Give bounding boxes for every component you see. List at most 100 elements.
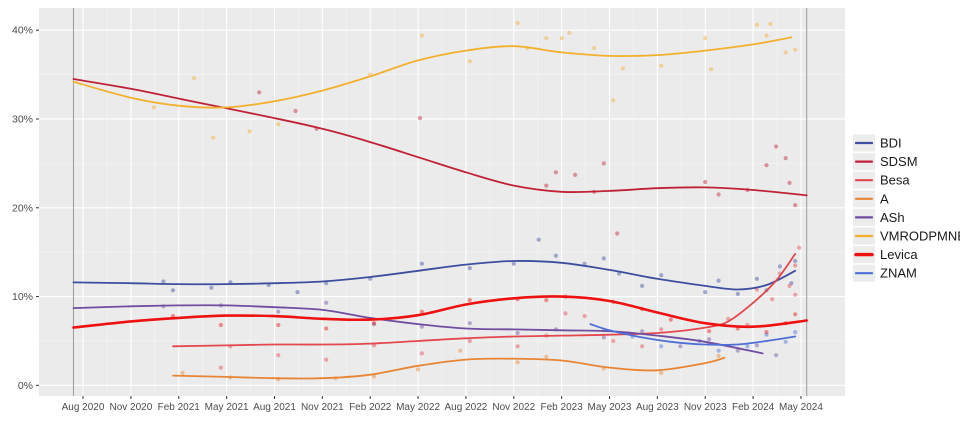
poll-point-A: [544, 354, 549, 359]
poll-point-SDSM: [544, 183, 549, 188]
poll-point-ASh: [601, 335, 606, 340]
poll-point-BDI: [789, 281, 794, 286]
poll-point-VMRODPMNE: [659, 63, 664, 68]
poll-point-ASh: [467, 321, 472, 326]
poll-point-Besa: [787, 283, 792, 288]
poll-point-A: [515, 360, 520, 365]
poll-point-BDI: [209, 285, 214, 290]
poll-point-A: [416, 367, 421, 372]
poll-point-VMRODPMNE: [419, 33, 424, 38]
x-tick-label: Feb 2023: [541, 402, 584, 413]
x-tick-label: May 2024: [779, 402, 823, 413]
poll-point-BDI: [735, 291, 740, 296]
legend-label-A: A: [880, 191, 889, 206]
poll-point-Levica: [668, 317, 673, 322]
poll-point-Levica: [371, 321, 377, 326]
poll-point-Levica: [419, 309, 424, 314]
x-tick-label: May 2022: [396, 402, 440, 413]
poll-point-A: [371, 374, 377, 379]
poll-point-SDSM: [787, 180, 792, 185]
poll-point-Besa: [659, 327, 664, 332]
poll-point-VMRODPMNE: [151, 105, 156, 110]
poll-point-VMRODPMNE: [611, 98, 616, 103]
trend-line-VMRODPMNE: [72, 36, 793, 109]
legend-label-BDI: BDI: [880, 136, 902, 151]
poll-point-Besa: [324, 357, 329, 362]
poll-point-VMRODPMNE: [192, 76, 197, 81]
x-tick-label: Nov 2021: [301, 402, 344, 413]
poll-point-ASh: [640, 329, 645, 334]
x-tick-label: May 2021: [205, 402, 249, 413]
poll-point-BDI: [640, 283, 645, 288]
legend-label-Levica: Levica: [880, 247, 918, 262]
poll-point-SDSM: [601, 161, 606, 166]
poll-point-Besa: [218, 365, 223, 370]
x-tick-label: Feb 2022: [349, 402, 392, 413]
trend-line-ASh: [72, 304, 764, 355]
poll-point-SDSM: [774, 144, 779, 149]
poll-point-Besa: [793, 263, 798, 268]
poll-point-VMRODPMNE: [764, 33, 769, 38]
poll-point-VMRODPMNE: [703, 36, 708, 41]
x-tick-label: Nov 2020: [109, 402, 152, 413]
poll-point-BDI: [716, 278, 721, 283]
poll-point-BDI: [467, 266, 472, 271]
poll-point-Besa: [276, 353, 281, 358]
poll-point-ASh: [774, 353, 779, 358]
poll-point-Levica: [324, 326, 329, 331]
poll-point-SDSM: [293, 108, 298, 114]
poll-point-SDSM: [764, 163, 769, 168]
y-tick-label: 20%: [12, 202, 33, 214]
poll-point-VMRODPMNE: [276, 122, 281, 127]
poll-point-A: [716, 353, 721, 359]
legend-label-ASh: ASh: [880, 210, 905, 225]
poll-point-ZNAM: [745, 344, 750, 349]
poll-point-VMRODPMNE: [515, 21, 520, 26]
poll-point-Besa: [563, 311, 568, 316]
x-tick-label: Aug 2023: [636, 402, 679, 413]
poll-point-ZNAM: [716, 348, 721, 353]
poll-point-SDSM: [716, 192, 721, 197]
poll-point-SDSM: [573, 172, 578, 177]
poll-point-Besa: [467, 338, 472, 344]
poll-point-ASh: [419, 324, 424, 329]
poll-point-SDSM: [703, 179, 708, 185]
legend-label-VMRODPMNE: VMRODPMNE: [880, 229, 960, 244]
poll-point-SDSM: [257, 90, 262, 95]
poll-point-VMRODPMNE: [544, 36, 549, 41]
poll-point-ZNAM: [783, 339, 788, 344]
poll-point-SDSM: [783, 156, 788, 161]
poll-point-ASh: [754, 343, 760, 348]
poll-point-ASh: [515, 330, 520, 336]
poll-point-ASh: [276, 309, 281, 314]
poll-point-ZNAM: [793, 330, 798, 335]
poll-point-Levica: [467, 298, 472, 303]
poll-point-BDI: [419, 261, 424, 266]
poll-point-VMRODPMNE: [754, 22, 760, 27]
poll-point-Besa: [582, 314, 587, 319]
poll-point-Levica: [276, 322, 281, 328]
poll-point-Besa: [640, 344, 645, 349]
x-tick-label: Aug 2021: [253, 402, 296, 413]
poll-point-BDI: [754, 276, 760, 281]
poll-point-ZNAM: [764, 332, 769, 337]
poll-point-BDI: [295, 290, 300, 295]
poll-point-Levica: [218, 322, 223, 328]
poll-point-A: [659, 370, 664, 375]
x-tick-label: May 2023: [588, 402, 632, 413]
poll-point-SDSM: [615, 231, 620, 236]
poll-point-SDSM: [793, 203, 798, 208]
poll-point-VMRODPMNE: [783, 50, 788, 55]
poll-point-Levica: [707, 329, 712, 334]
x-tick-label: Aug 2020: [62, 402, 105, 413]
x-tick-label: Feb 2021: [158, 402, 201, 413]
poll-point-Besa: [793, 292, 798, 297]
poll-point-VMRODPMNE: [592, 45, 597, 51]
poll-point-Besa: [797, 245, 802, 250]
poll-point-BDI: [553, 253, 559, 258]
poll-point-ASh: [707, 337, 712, 342]
y-tick-label: 10%: [12, 291, 33, 303]
trend-line-A: [172, 356, 726, 380]
poll-point-Levica: [793, 312, 798, 317]
